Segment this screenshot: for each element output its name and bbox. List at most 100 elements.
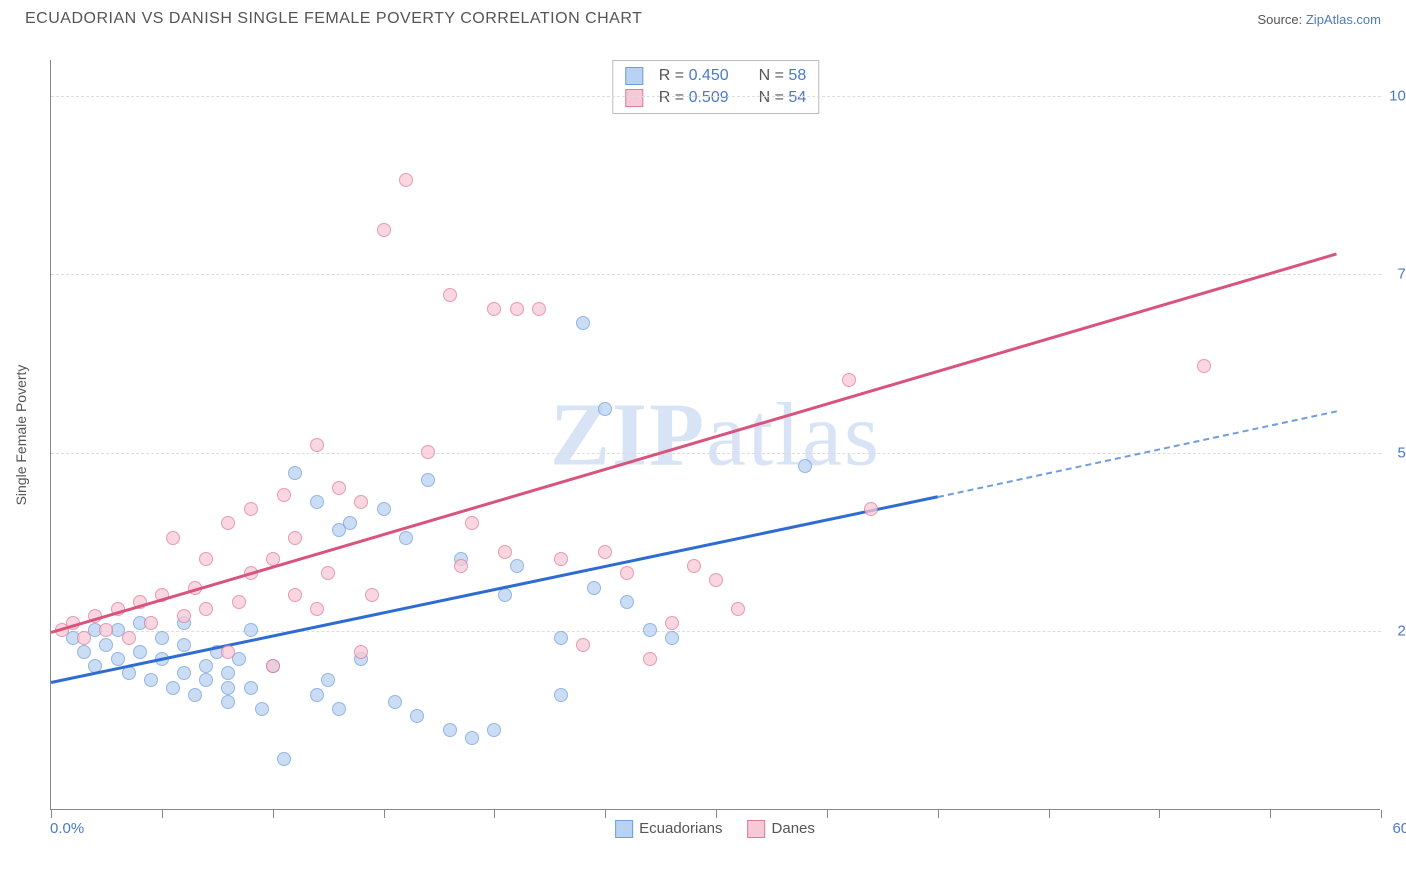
chart-area: ZIPatlas Single Female Poverty R = 0.450… xyxy=(50,60,1380,810)
y-tick-label: 100.0% xyxy=(1385,87,1406,104)
data-point xyxy=(421,473,435,487)
x-axis-start-label: 0.0% xyxy=(50,820,84,837)
data-point xyxy=(321,673,335,687)
data-point xyxy=(111,652,125,666)
data-point xyxy=(133,645,147,659)
data-point xyxy=(310,688,324,702)
data-point xyxy=(510,302,524,316)
data-point xyxy=(122,631,136,645)
data-point xyxy=(199,552,213,566)
data-point xyxy=(354,645,368,659)
data-point xyxy=(487,302,501,316)
data-point xyxy=(354,495,368,509)
data-point xyxy=(388,695,402,709)
data-point xyxy=(620,566,634,580)
y-axis-title: Single Female Poverty xyxy=(13,364,29,505)
data-point xyxy=(498,588,512,602)
data-point xyxy=(377,223,391,237)
legend-swatch xyxy=(625,89,643,107)
trend-line xyxy=(51,496,938,684)
data-point xyxy=(399,531,413,545)
data-point xyxy=(643,652,657,666)
data-point xyxy=(576,316,590,330)
x-tick xyxy=(1159,810,1160,818)
data-point xyxy=(1197,359,1211,373)
data-point xyxy=(288,466,302,480)
data-point xyxy=(221,695,235,709)
data-point xyxy=(532,302,546,316)
data-point xyxy=(221,516,235,530)
stat-legend-row: R = 0.509N = 54 xyxy=(625,87,806,109)
data-point xyxy=(277,752,291,766)
data-point xyxy=(277,488,291,502)
data-point xyxy=(77,645,91,659)
data-point xyxy=(310,438,324,452)
data-point xyxy=(155,631,169,645)
stat-legend: R = 0.450N = 58R = 0.509N = 54 xyxy=(612,60,819,114)
legend-swatch xyxy=(625,67,643,85)
data-point xyxy=(244,681,258,695)
data-point xyxy=(487,723,501,737)
data-point xyxy=(310,602,324,616)
data-point xyxy=(665,616,679,630)
data-point xyxy=(554,552,568,566)
data-point xyxy=(77,631,91,645)
scatter-plot: ZIPatlas Single Female Poverty R = 0.450… xyxy=(50,60,1380,810)
data-point xyxy=(244,623,258,637)
data-point xyxy=(332,702,346,716)
data-point xyxy=(288,588,302,602)
legend-item: Danes xyxy=(748,820,815,838)
x-tick xyxy=(938,810,939,818)
data-point xyxy=(221,681,235,695)
data-point xyxy=(620,595,634,609)
x-tick xyxy=(1270,810,1271,818)
data-point xyxy=(798,459,812,473)
bottom-legend: Ecuadorians Danes xyxy=(615,820,815,838)
legend-item: Ecuadorians xyxy=(615,820,722,838)
y-tick-label: 50.0% xyxy=(1385,444,1406,461)
x-tick xyxy=(1381,810,1382,818)
legend-swatch xyxy=(748,820,766,838)
data-point xyxy=(399,173,413,187)
data-point xyxy=(365,588,379,602)
stat-legend-row: R = 0.450N = 58 xyxy=(625,65,806,87)
data-point xyxy=(166,531,180,545)
data-point xyxy=(321,566,335,580)
data-point xyxy=(166,681,180,695)
data-point xyxy=(465,516,479,530)
data-point xyxy=(421,445,435,459)
x-tick xyxy=(827,810,828,818)
x-tick xyxy=(162,810,163,818)
data-point xyxy=(199,659,213,673)
data-point xyxy=(255,702,269,716)
data-point xyxy=(99,638,113,652)
x-tick xyxy=(716,810,717,818)
chart-title: ECUADORIAN VS DANISH SINGLE FEMALE POVER… xyxy=(25,10,642,28)
data-point xyxy=(598,545,612,559)
x-tick xyxy=(494,810,495,818)
data-point xyxy=(221,645,235,659)
x-tick xyxy=(51,810,52,818)
data-point xyxy=(587,581,601,595)
data-point xyxy=(465,731,479,745)
data-point xyxy=(244,502,258,516)
chart-source: Source: ZipAtlas.com xyxy=(1257,12,1381,27)
data-point xyxy=(687,559,701,573)
gridline xyxy=(51,274,1381,275)
data-point xyxy=(554,631,568,645)
data-point xyxy=(731,602,745,616)
data-point xyxy=(288,531,302,545)
data-point xyxy=(643,623,657,637)
data-point xyxy=(377,502,391,516)
x-tick xyxy=(273,810,274,818)
data-point xyxy=(199,673,213,687)
source-link[interactable]: ZipAtlas.com xyxy=(1306,12,1381,27)
data-point xyxy=(199,602,213,616)
data-point xyxy=(232,595,246,609)
data-point xyxy=(332,523,346,537)
data-point xyxy=(598,402,612,416)
legend-swatch xyxy=(615,820,633,838)
data-point xyxy=(266,659,280,673)
x-tick xyxy=(605,810,606,818)
x-tick xyxy=(1049,810,1050,818)
